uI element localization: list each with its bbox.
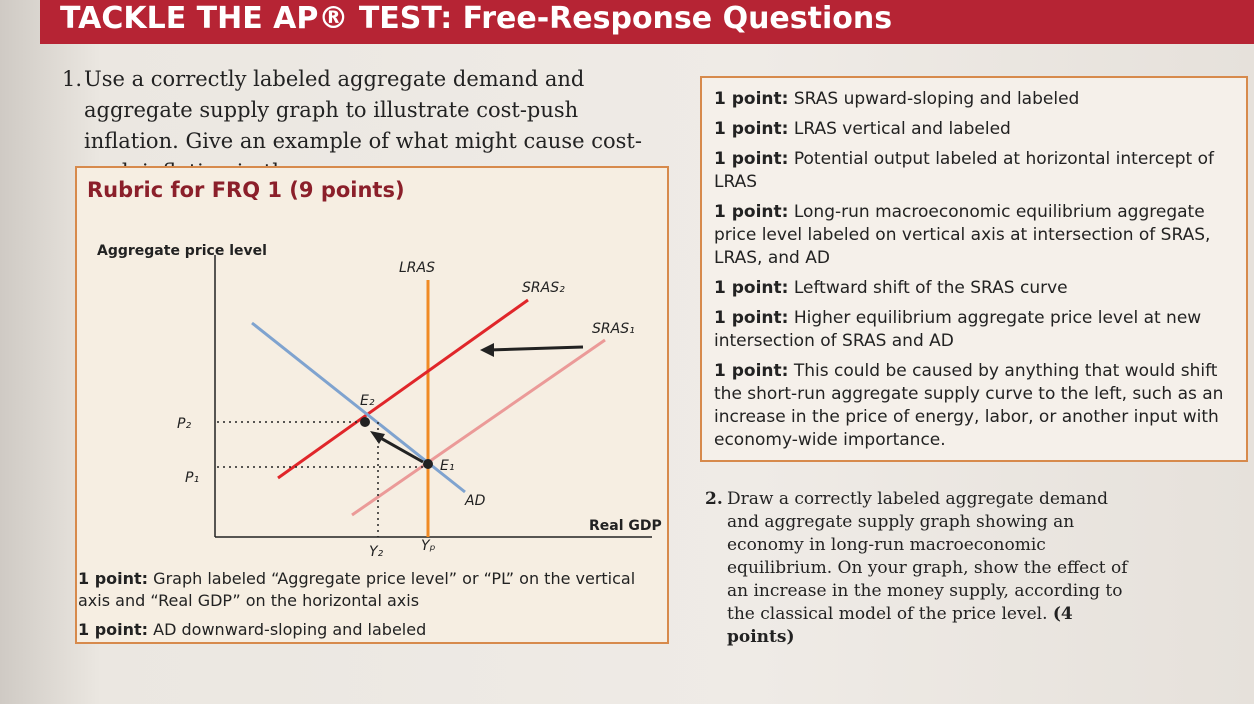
rubric-item: 1 point: AD downward-sloping and labeled: [78, 619, 638, 641]
arrowhead: [480, 343, 494, 357]
rubric-box: 1 point: SRAS upward-sloping and labeled…: [700, 76, 1248, 462]
x-axis-label: Real GDP: [589, 518, 662, 534]
rubric-title: Rubric for FRQ 1 (9 points): [87, 178, 405, 202]
rubric-item: 1 point: SRAS upward-sloping and labeled: [714, 88, 1234, 111]
point-e2: [360, 417, 370, 427]
item-points: 1 point:: [78, 569, 149, 588]
item-points: 1 point:: [714, 308, 789, 328]
header-title: TACKLE THE AP® TEST: Free-Response Quest…: [40, 0, 1254, 44]
item-text: Leftward shift of the SRAS curve: [793, 278, 1068, 298]
y-axis-label: Aggregate price level: [97, 243, 267, 259]
item-points: 1 point:: [78, 620, 149, 639]
arrowhead: [370, 431, 385, 444]
question-number: 2.: [705, 489, 723, 509]
rubric-item: 1 point: Higher equilibrium aggregate pr…: [714, 307, 1234, 353]
point-label: E₂: [360, 393, 375, 409]
item-points: 1 point:: [714, 89, 789, 109]
question-text: Draw a correctly labeled aggregate deman…: [705, 488, 1145, 649]
rubric-item: 1 point: LRAS vertical and labeled: [714, 118, 1234, 141]
rubric-item: 1 point: This could be caused by anythin…: [714, 360, 1234, 452]
item-text: Graph labeled “Aggregate price level” or…: [78, 569, 636, 610]
sras2-curve: [277, 298, 529, 480]
point-label: Y₂: [369, 544, 384, 560]
item-points: 1 point:: [714, 278, 789, 298]
question-body: Draw a correctly labeled aggregate deman…: [727, 489, 1128, 624]
item-text: SRAS upward-sloping and labeled: [793, 89, 1080, 109]
ad-as-graph: Aggregate price level Real GDP LRAS SRAS…: [97, 243, 662, 560]
rubric-item: 1 point: Potential output labeled at hor…: [714, 148, 1234, 194]
question-number: 1.: [62, 67, 83, 91]
point-label: P₁: [185, 470, 199, 486]
item-text: This could be caused by anything that wo…: [714, 361, 1224, 450]
curve-label: SRAS₂: [522, 280, 565, 296]
point-e1: [423, 459, 433, 469]
item-text: Potential output labeled at horizontal i…: [714, 149, 1214, 192]
question-2: 2. Draw a correctly labeled aggregate de…: [705, 488, 1145, 649]
item-points: 1 point:: [714, 149, 789, 169]
shift-arrow: [488, 345, 584, 352]
item-text: Long-run macroeconomic equilibrium aggre…: [714, 202, 1211, 268]
curve-label: AD: [464, 493, 486, 509]
rubric-item: 1 point: Long-run macroeconomic equilibr…: [714, 201, 1234, 270]
item-text: AD downward-sloping and labeled: [153, 620, 427, 639]
item-text: LRAS vertical and labeled: [793, 119, 1011, 139]
sras1-curve: [351, 338, 606, 517]
rubric-item: 1 point: Leftward shift of the SRAS curv…: [714, 277, 1234, 300]
item-points: 1 point:: [714, 361, 789, 381]
curve-label: LRAS: [399, 260, 435, 276]
move-arrow: [376, 434, 424, 464]
item-points: 1 point:: [714, 119, 789, 139]
point-label: P₂: [177, 416, 191, 432]
curve-label: SRAS₁: [592, 321, 635, 337]
rubric-box: Rubric for FRQ 1 (9 points): [75, 166, 669, 644]
rubric-item: 1 point: Graph labeled “Aggregate price …: [78, 568, 638, 612]
item-points: 1 point:: [714, 202, 789, 222]
point-label: E₁: [440, 458, 454, 474]
question-points: (4 points): [727, 604, 1073, 647]
axes: [214, 255, 652, 538]
item-text: Higher equilibrium aggregate price level…: [714, 308, 1202, 351]
point-label: Yₚ: [421, 538, 436, 554]
rubric-items: 1 point: Graph labeled “Aggregate price …: [78, 568, 638, 648]
